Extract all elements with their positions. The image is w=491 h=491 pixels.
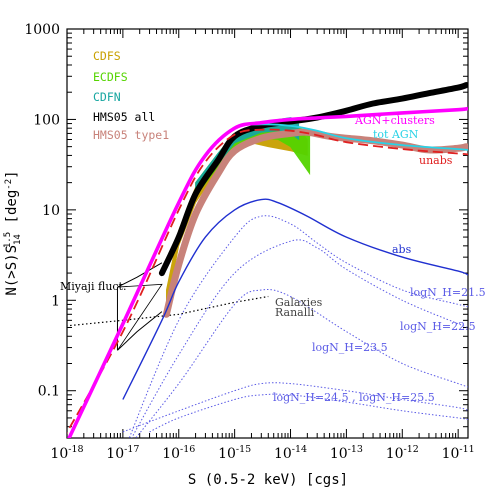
legend-cdfn: CDFN [93,90,121,104]
nh-component-line-4 [149,393,468,433]
svg-text:S (0.5-2 keV) [cgs]: S (0.5-2 keV) [cgs] [188,472,348,488]
plot-frame [66,28,469,439]
label-agn-clusters: AGN+clusters [354,114,435,127]
x-tick-label: 10-14 [274,444,307,462]
label-unabs: unabs [419,154,453,167]
y-tick-label: 1000 [24,22,60,38]
abs-curve [122,198,468,400]
x-tick-label: 10-18 [50,444,83,462]
label-galaxies-2: Ranalli [275,306,315,319]
legend-hms05-type1: HMS05 type1 [93,128,169,142]
miyaji-lower-line [117,311,163,351]
legend: CDFS ECDFS CDFN HMS05 all HMS05 type1 [93,49,169,142]
nh-component-line-0 [128,215,468,438]
y-tick-label: 100 [33,112,60,128]
svg-text:N(>S)S141.5 [deg-2]: N(>S)S141.5 [deg-2] [3,170,23,295]
label-nh-24-5-25-5: logN_H=24.5 , logN_H=25.5 [273,391,435,404]
label-nh-22-5: logN_H=22.5 [400,320,476,333]
galaxies-ranalli-line [67,295,269,327]
x-tick-label: 10-11 [442,444,475,462]
nh-component-line-1 [131,239,468,438]
y-tick-label: 0.1 [38,384,60,400]
label-miyaji: Miyaji fluct. [60,280,126,293]
x-tick-label: 10-15 [218,444,251,462]
label-abs: abs [392,243,412,256]
x-tick-label: 10-16 [162,444,195,462]
x-axis-title: S (0.5-2 keV) [cgs] [188,472,348,488]
nh-component-line-3 [122,382,468,433]
legend-hms05-all: HMS05 all [93,110,155,124]
miyaji-wedge [117,283,163,351]
x-tick-label: 10-13 [330,444,363,462]
label-galaxies-1: Galaxies [275,296,323,309]
label-nh-23-5: logN_H=23.5 [312,341,388,354]
x-tick-label: 10-17 [106,444,139,462]
y-axis-title: N(>S)S141.5 [deg-2] [3,170,23,295]
x-tick-label: 10-12 [386,444,419,462]
label-nh-21-5: logN_H=21.5 [410,286,486,299]
nh-component-line-2 [135,288,468,438]
legend-cdfs: CDFS [93,49,121,63]
unabs-curve [67,128,468,435]
axis-ticks: 10-18 10-17 10-16 10-15 10-14 10-13 10-12 10-11… [24,22,474,462]
plot-area [67,82,468,438]
y-tick-label: 1 [51,293,60,309]
legend-ecdfs: ECDFS [93,70,128,84]
agn-clusters-curve [67,106,468,438]
label-tot-agn: tot AGN [373,128,419,141]
y-tick-label: 10 [42,203,60,219]
